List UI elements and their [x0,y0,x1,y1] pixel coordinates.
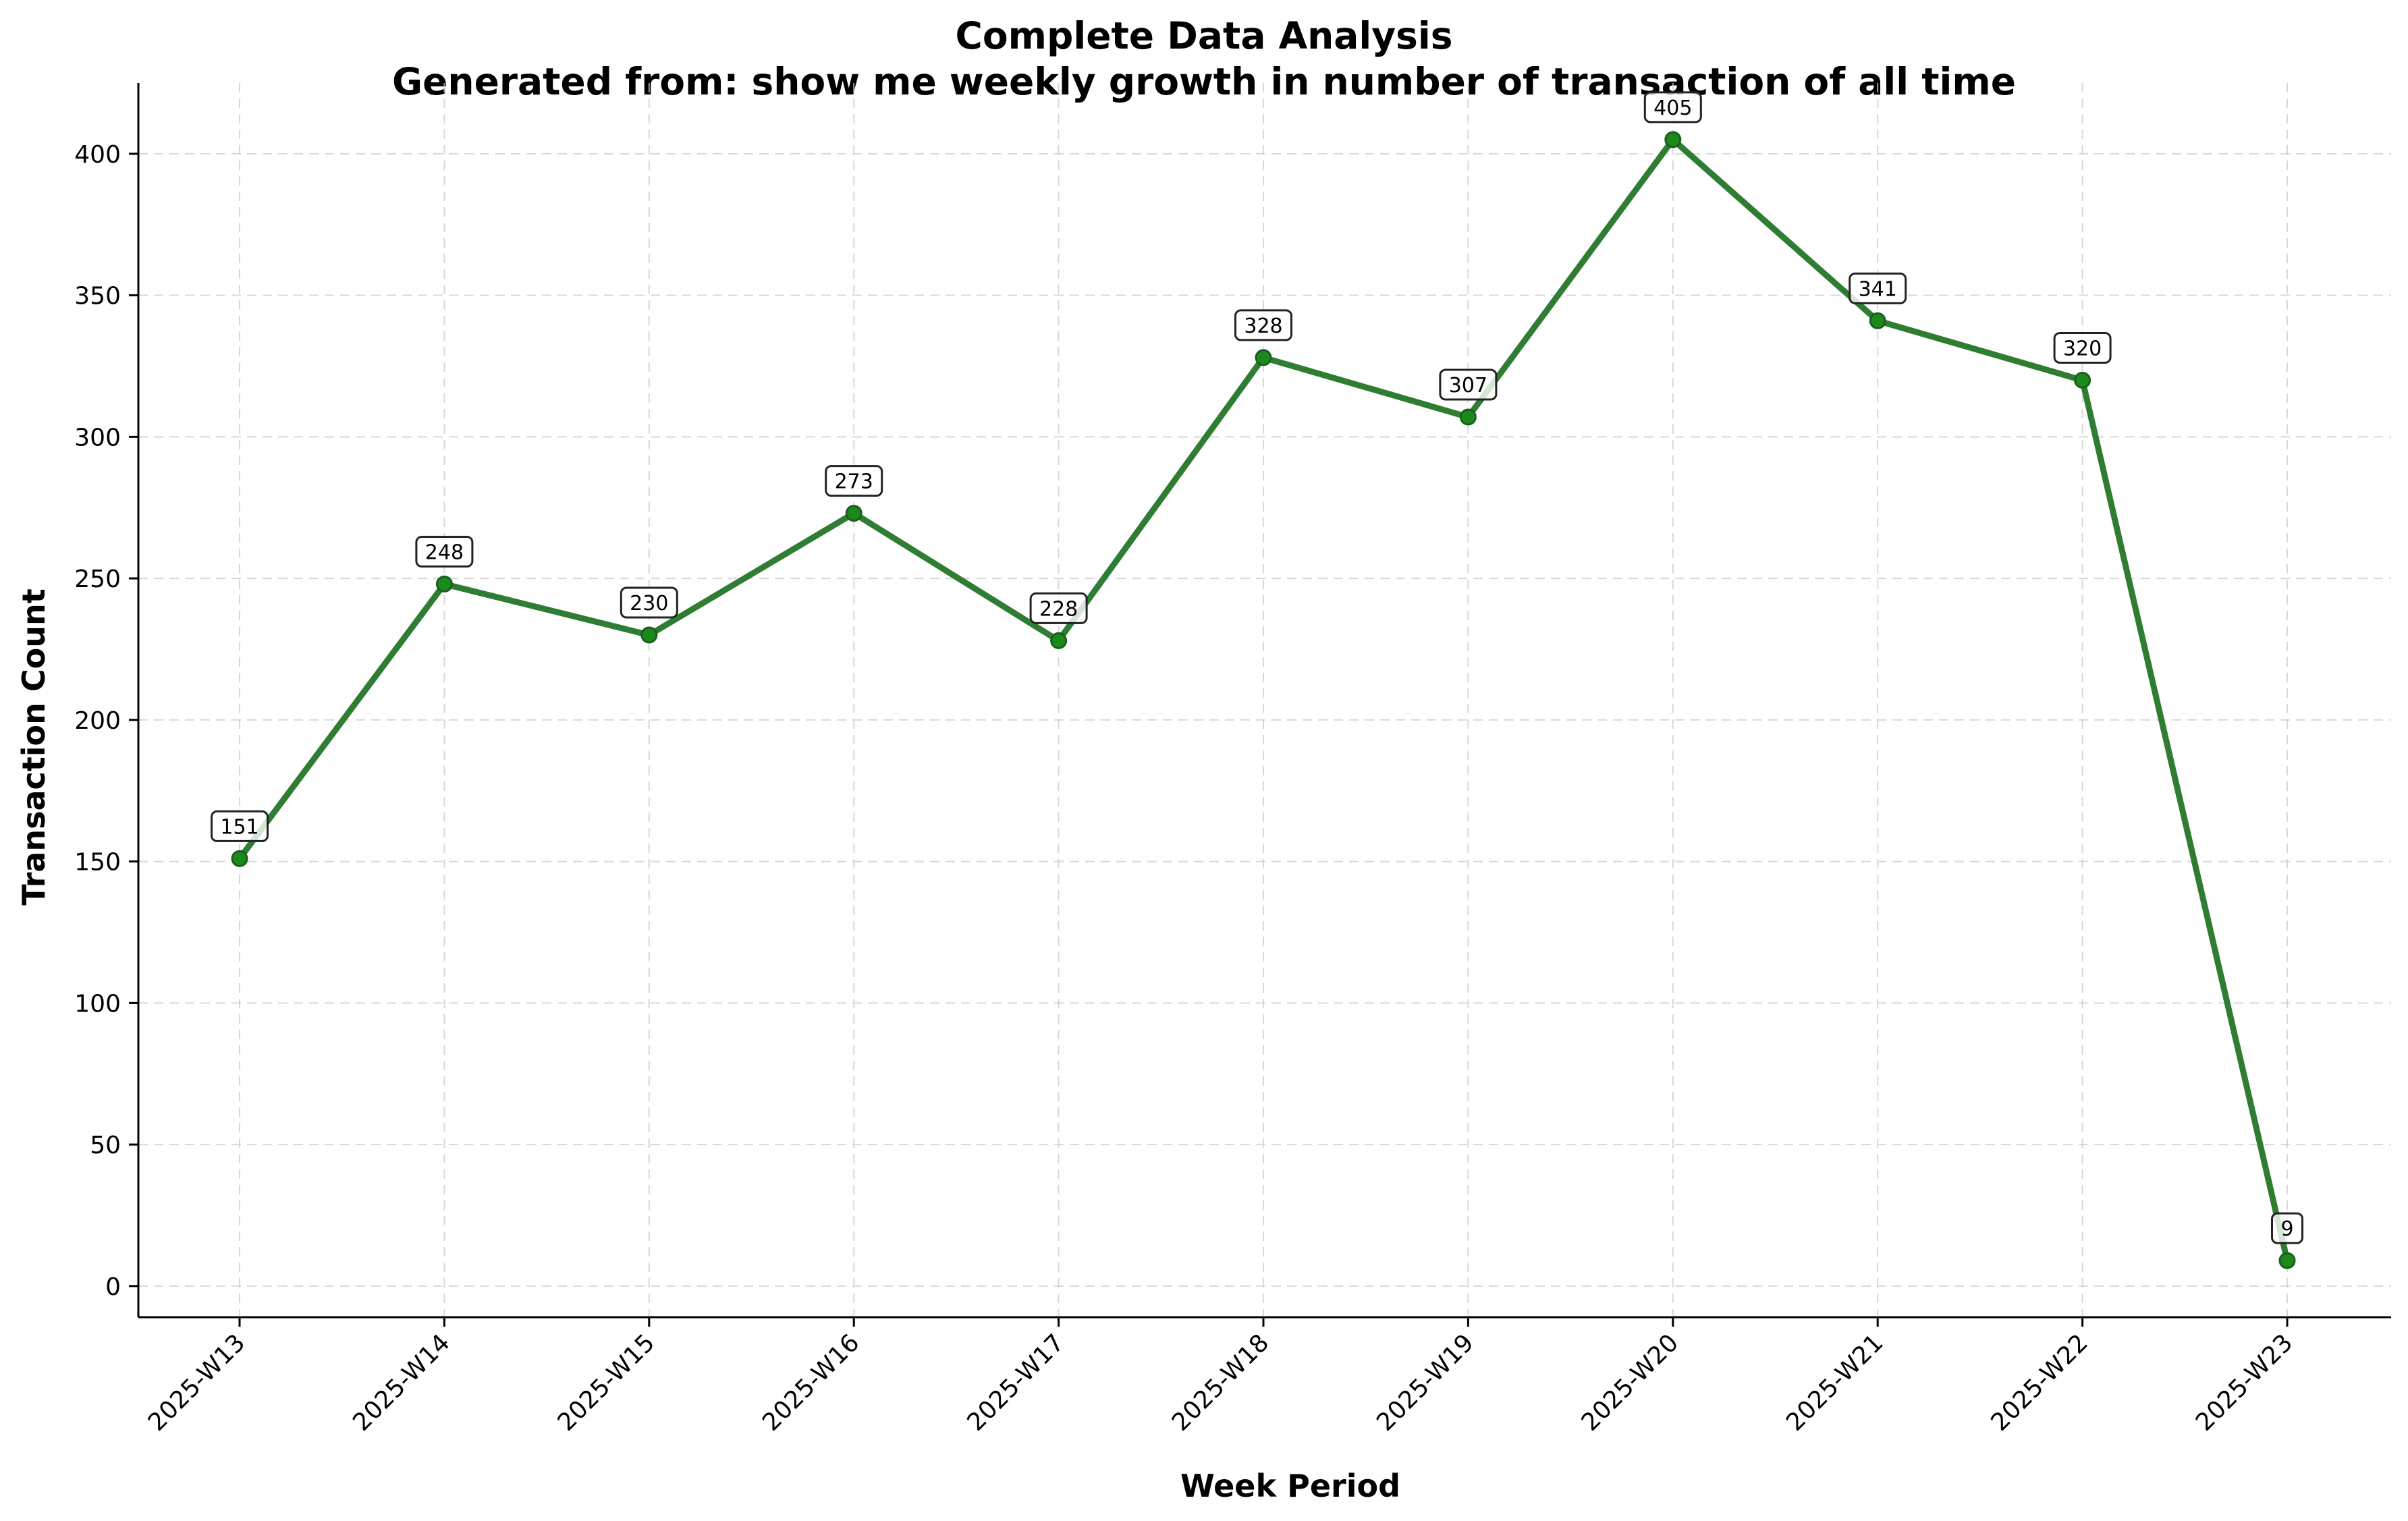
chart-title: Complete Data Analysis [956,14,1453,57]
data-point [1664,131,1682,148]
data-labels: 151 248 230 273 228 328 307 405 341 320 9 [211,91,2303,1244]
data-label-text: 307 [1449,374,1487,397]
x-tick-label: 2025-W17 [962,1329,1069,1436]
data-label-text: 151 [220,815,258,839]
data-label: 320 [2053,331,2112,364]
data-label-text: 9 [2280,1217,2293,1241]
data-point [231,850,248,867]
data-label: 151 [211,810,269,842]
data-label-box [1439,368,1498,401]
data-point [435,576,453,593]
x-tick-label: 2025-W21 [1781,1329,1888,1436]
data-label-box [2053,331,2112,364]
x-tick-label: 2025-W19 [1371,1329,1479,1436]
x-tick-label: 2025-W23 [2191,1329,2298,1436]
data-label-box [1643,91,1702,123]
y-tick-label: 50 [90,1132,121,1159]
data-point [1459,408,1477,426]
y-tick-label: 300 [74,424,121,451]
data-label-text: 273 [835,470,873,494]
x-tick-label: 2025-W15 [553,1329,660,1436]
y-tick-label: 250 [74,565,121,593]
chart-subtitle: Generated from: show me weekly growth in… [392,60,2016,103]
data-label: 328 [1234,309,1292,341]
data-label-text: 248 [425,541,464,565]
data-label-text: 230 [630,592,668,615]
x-tick-label: 2025-W20 [1577,1329,1684,1436]
data-label: 9 [2271,1212,2303,1244]
data-point [2074,371,2091,389]
data-label-box [211,810,269,842]
data-label: 405 [1643,91,1702,123]
y-tick-label: 350 [74,283,121,310]
data-label: 248 [415,536,474,568]
data-point [1869,312,1886,329]
data-label-text: 405 [1653,96,1692,120]
x-tick-label: 2025-W13 [143,1329,250,1436]
data-label: 230 [620,586,678,619]
data-label-box [2271,1212,2303,1244]
grid-lines [138,83,2391,1317]
data-label: 341 [1849,272,1907,304]
y-tick-label: 150 [74,849,121,877]
data-label-text: 228 [1039,597,1078,621]
data-label-text: 341 [1859,277,1897,301]
data-label-box [415,536,474,568]
axes: 0 50 100 150 200 250 300 350 400 2025-W13 2025-W14… [74,83,2391,1437]
x-tick-label: 2025-W22 [1986,1329,2093,1436]
y-tick-label: 400 [74,141,121,169]
data-point [640,626,658,644]
data-label-box [1849,272,1907,304]
x-tick-label: 2025-W18 [1167,1329,1274,1436]
y-tick-label: 100 [74,990,121,1018]
data-label: 228 [1029,592,1088,624]
data-label-text: 328 [1244,314,1282,338]
data-point [2278,1252,2296,1269]
data-label: 307 [1439,368,1498,401]
series [231,131,2296,1269]
y-tick-label: 0 [105,1273,121,1301]
data-label-text: 320 [2063,337,2102,360]
y-tick-label: 200 [74,707,121,735]
data-label-box [1029,592,1088,624]
data-label-box [620,586,678,619]
x-tick-label: 2025-W14 [348,1329,455,1436]
data-point [1050,632,1068,649]
x-axis-label: Week Period [1180,1468,1400,1504]
x-tick-label: 2025-W16 [757,1329,865,1436]
data-point [1255,349,1272,366]
data-point [845,505,863,522]
data-label-box [825,465,883,497]
data-label: 273 [825,465,883,497]
y-axis-label: Transaction Count [16,588,52,905]
data-label-box [1234,309,1292,341]
